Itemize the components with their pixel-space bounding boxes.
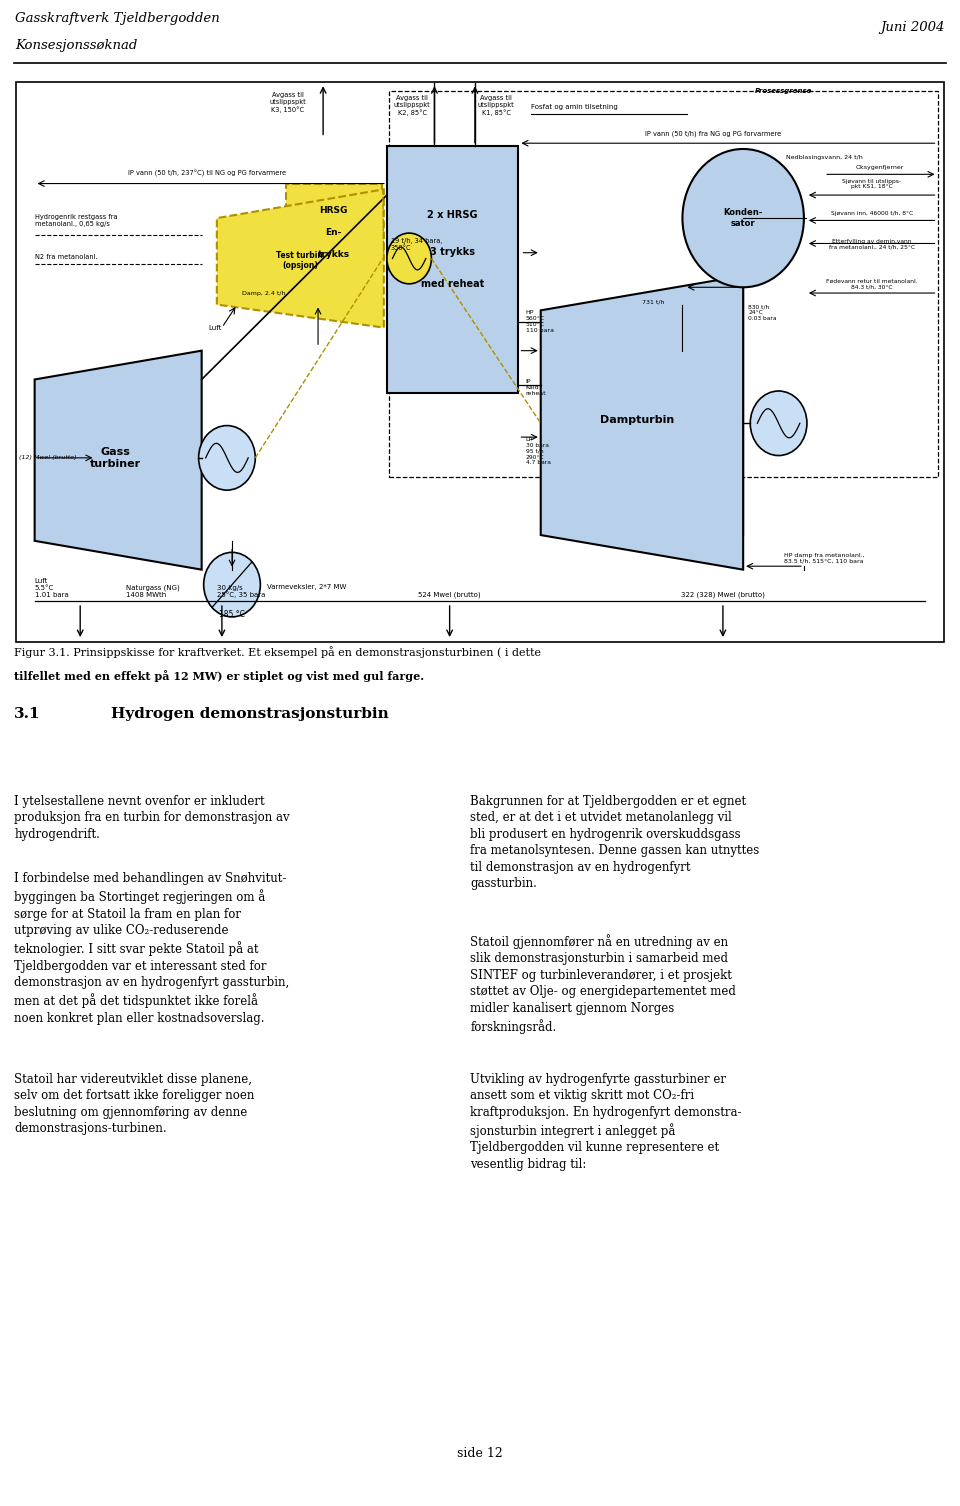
Circle shape xyxy=(751,392,807,455)
Text: 185 °C: 185 °C xyxy=(219,610,245,619)
Text: Dampturbin: Dampturbin xyxy=(600,414,674,425)
Text: Fødevann retur til metanolanl.
84.3 t/h, 30°C: Fødevann retur til metanolanl. 84.3 t/h,… xyxy=(826,279,918,289)
Circle shape xyxy=(199,426,255,489)
Text: Gass
turbiner: Gass turbiner xyxy=(90,447,141,468)
Text: Varmeveksler, 2*7 MW: Varmeveksler, 2*7 MW xyxy=(268,584,347,590)
Circle shape xyxy=(204,553,260,617)
Text: 2 x HRSG: 2 x HRSG xyxy=(427,209,478,220)
Text: Bakgrunnen for at Tjeldbergodden er et egnet
sted, er at det i et utvidet metano: Bakgrunnen for at Tjeldbergodden er et e… xyxy=(470,795,759,890)
Bar xyxy=(286,184,382,294)
Text: Luft
5.5°C
1.01 bara: Luft 5.5°C 1.01 bara xyxy=(35,578,68,598)
Text: 30 kg/s
25°C, 35 bara: 30 kg/s 25°C, 35 bara xyxy=(217,584,265,598)
Circle shape xyxy=(387,233,431,283)
Circle shape xyxy=(683,149,804,288)
Text: HP damp fra metanolanl.,
83.5 t/h, 515°C, 110 bara: HP damp fra metanolanl., 83.5 t/h, 515°C… xyxy=(783,553,864,563)
Text: Hydrogenrik restgass fra
metanolanl., 0,65 kg/s: Hydrogenrik restgass fra metanolanl., 0,… xyxy=(35,214,117,227)
Text: Statoil gjennomfører nå en utredning av en
slik demonstrasjonsturbin i samarbeid: Statoil gjennomfører nå en utredning av … xyxy=(470,934,736,1033)
Text: I ytelsestallene nevnt ovenfor er inkludert
produksjon fra en turbin for demonst: I ytelsestallene nevnt ovenfor er inklud… xyxy=(14,795,290,840)
Text: LP
30 bara
95 t/h
290°C
4.7 bara: LP 30 bara 95 t/h 290°C 4.7 bara xyxy=(525,437,550,465)
Text: 731 t/h: 731 t/h xyxy=(642,300,664,304)
Bar xyxy=(389,92,938,477)
Text: med reheat: med reheat xyxy=(421,279,484,289)
Text: Konden-
sator: Konden- sator xyxy=(724,208,763,227)
Text: 3 trykks: 3 trykks xyxy=(430,247,475,258)
Text: Test turbin
(opsjon): Test turbin (opsjon) xyxy=(276,252,324,271)
Text: Avgass til
utslippspkt
K3, 150°C: Avgass til utslippspkt K3, 150°C xyxy=(270,92,306,113)
Text: Juni 2004: Juni 2004 xyxy=(880,21,945,33)
Text: Avgass til
utslippspkt
K2, 85°C: Avgass til utslippspkt K2, 85°C xyxy=(394,95,430,116)
Text: (12) Mwel (brutto): (12) Mwel (brutto) xyxy=(19,455,77,461)
Text: side 12: side 12 xyxy=(457,1447,503,1459)
Text: Figur 3.1. Prinsippskisse for kraftverket. Et eksempel på en demonstrasjonsturbi: Figur 3.1. Prinsippskisse for kraftverke… xyxy=(14,646,541,658)
Text: IP vann (50 t/h) fra NG og PG forvarmere: IP vann (50 t/h) fra NG og PG forvarmere xyxy=(645,131,780,137)
Text: Fosfat og amin tilsetning: Fosfat og amin tilsetning xyxy=(531,104,617,110)
Text: En-: En- xyxy=(325,229,342,238)
Bar xyxy=(387,146,518,393)
Text: Naturgass (NG)
1408 MWth: Naturgass (NG) 1408 MWth xyxy=(126,584,180,598)
Text: N2 fra metanolanl.: N2 fra metanolanl. xyxy=(35,253,97,259)
Text: HP
560°C
510°C
110 bara: HP 560°C 510°C 110 bara xyxy=(525,310,554,333)
Text: 3.1: 3.1 xyxy=(14,706,41,721)
Text: Gasskraftverk Tjeldbergodden: Gasskraftverk Tjeldbergodden xyxy=(15,12,220,26)
Text: Statoil har videreutviklet disse planene,
selv om det fortsatt ikke foreligger n: Statoil har videreutviklet disse planene… xyxy=(14,1072,254,1136)
Text: Oksygenfjerner: Oksygenfjerner xyxy=(855,164,904,170)
Polygon shape xyxy=(217,190,384,328)
Text: Damp, 2.4 t/h: Damp, 2.4 t/h xyxy=(242,292,286,297)
Text: tilfellet med en effekt på 12 MW) er stiplet og vist med gul farge.: tilfellet med en effekt på 12 MW) er sti… xyxy=(14,670,424,682)
Text: 830 t/h
24°C
0.03 bara: 830 t/h 24°C 0.03 bara xyxy=(748,304,777,321)
Text: trykks: trykks xyxy=(318,250,349,259)
Text: 524 Mwel (brutto): 524 Mwel (brutto) xyxy=(419,592,481,598)
Text: Utvikling av hydrogenfyrte gassturbiner er
ansett som et viktig skritt mot CO₂-f: Utvikling av hydrogenfyrte gassturbiner … xyxy=(470,1072,742,1170)
Text: Konsesjonssøknad: Konsesjonssøknad xyxy=(15,39,137,53)
Polygon shape xyxy=(540,276,743,569)
Text: Prosessgrense: Prosessgrense xyxy=(755,87,812,93)
Text: Sjøvann til utslipps-
pkt KS1, 18°C: Sjøvann til utslipps- pkt KS1, 18°C xyxy=(842,179,901,190)
Text: Hydrogen demonstrasjonsturbin: Hydrogen demonstrasjonsturbin xyxy=(110,706,388,721)
Text: HRSG: HRSG xyxy=(320,206,348,215)
Text: IP
Kald
reheat: IP Kald reheat xyxy=(525,380,546,396)
Text: Avgass til
utslippspkt
K1, 85°C: Avgass til utslippspkt K1, 85°C xyxy=(478,95,515,116)
Polygon shape xyxy=(35,351,202,569)
Text: I forbindelse med behandlingen av Snøhvitut-
byggingen ba Stortinget regjeringen: I forbindelse med behandlingen av Snøhvi… xyxy=(14,872,290,1024)
Text: Luft: Luft xyxy=(208,325,222,331)
Text: Nedblasingsvann, 24 t/h: Nedblasingsvann, 24 t/h xyxy=(786,155,862,161)
Text: 322 (328) Mwel (brutto): 322 (328) Mwel (brutto) xyxy=(681,592,765,598)
Text: Sjøvann inn, 46000 t/h, 8°C: Sjøvann inn, 46000 t/h, 8°C xyxy=(830,211,913,215)
Text: IP vann (50 t/h, 237°C) til NG og PG forvarmere: IP vann (50 t/h, 237°C) til NG og PG for… xyxy=(128,169,286,176)
Text: 19 t/h, 34 bara,
350°C: 19 t/h, 34 bara, 350°C xyxy=(391,238,443,252)
Text: Etterfylling av demin.vann
fra metanolanl., 24 t/h, 25°C: Etterfylling av demin.vann fra metanolan… xyxy=(828,239,915,250)
